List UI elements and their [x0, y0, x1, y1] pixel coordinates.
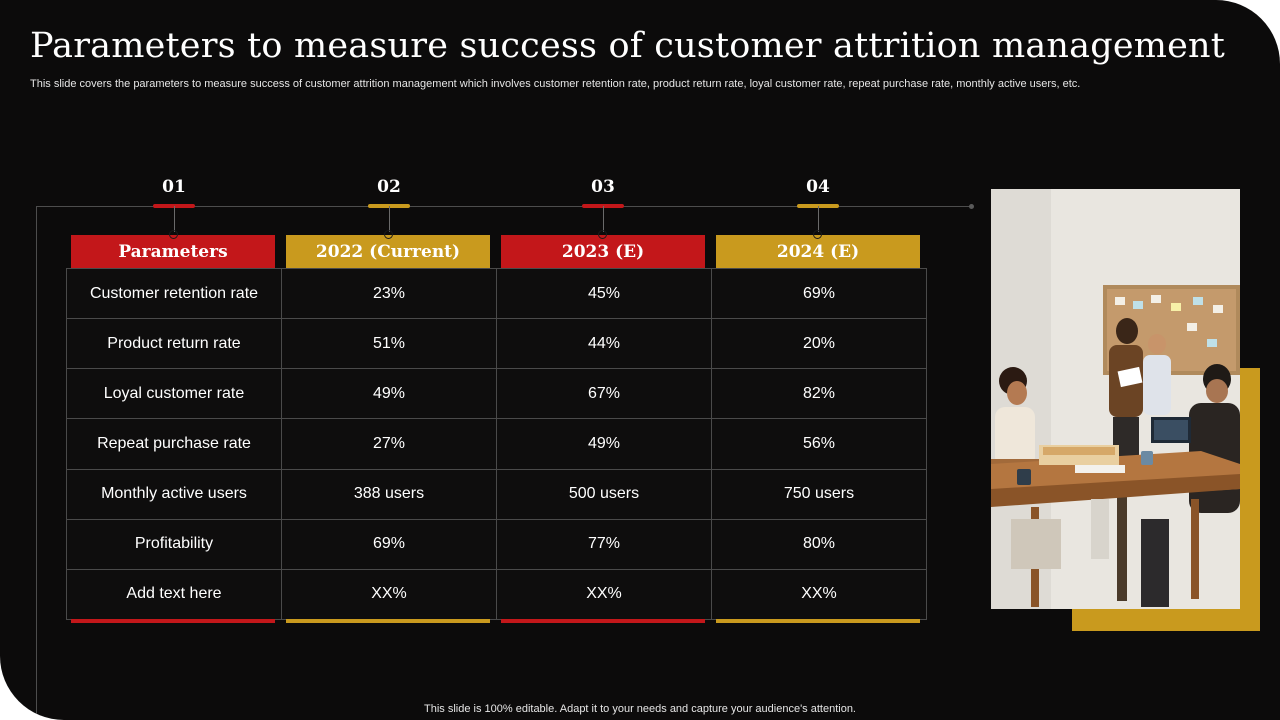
header-2024: 2024 (E) — [716, 235, 920, 268]
table-cell: Repeat purchase rate — [66, 418, 282, 470]
table-cell: 500 users — [496, 468, 712, 520]
timeline-number-4: 04 — [806, 177, 830, 197]
table-cell: 80% — [711, 518, 927, 570]
table-cell: XX% — [711, 568, 927, 621]
timeline-pin-3 — [598, 230, 607, 239]
office-meeting-photo — [991, 189, 1240, 609]
timeline-number-3: 03 — [591, 177, 615, 197]
column-bar-4 — [716, 619, 920, 623]
table-cell: 388 users — [281, 468, 497, 520]
table-cell: Loyal customer rate — [66, 368, 282, 420]
column-bar-3 — [501, 619, 705, 623]
table-cell: 45% — [496, 267, 712, 320]
footer-note: This slide is 100% editable. Adapt it to… — [424, 703, 856, 715]
table-cell: 27% — [281, 418, 497, 470]
table-cell: 67% — [496, 368, 712, 420]
timeline-end-dot — [969, 204, 974, 209]
table-cell: 56% — [711, 418, 927, 470]
table-row: Repeat purchase rate 27% 49% 56% — [66, 418, 927, 470]
table-cell: 44% — [496, 318, 712, 370]
page-title: Parameters to measure success of custome… — [30, 26, 1226, 66]
table-cell: XX% — [281, 568, 497, 621]
header-parameters: Parameters — [71, 235, 275, 268]
table-row: Add text here XX% XX% XX% — [66, 568, 927, 621]
table-cell: Monthly active users — [66, 468, 282, 520]
table-cell: Product return rate — [66, 318, 282, 370]
header-2023: 2023 (E) — [501, 235, 705, 268]
table-cell: Customer retention rate — [66, 267, 282, 320]
office-meeting-illustration — [991, 189, 1240, 609]
table-cell: 69% — [711, 267, 927, 320]
table-cell: 49% — [496, 418, 712, 470]
table-row: Monthly active users 388 users 500 users… — [66, 468, 927, 520]
table-row: Loyal customer rate 49% 67% 82% — [66, 368, 927, 420]
table-cell: 82% — [711, 368, 927, 420]
timeline-stem-2 — [388, 206, 390, 232]
table-row: Profitability 69% 77% 80% — [66, 518, 927, 570]
timeline-pin-4 — [813, 230, 822, 239]
timeline-number-1: 01 — [162, 177, 186, 197]
timeline-stem-4 — [817, 206, 819, 232]
timeline-line — [36, 206, 972, 207]
timeline-pin-1 — [169, 230, 178, 239]
header-2022: 2022 (Current) — [286, 235, 490, 268]
table-cell: Add text here — [66, 568, 282, 621]
parameters-table: Customer retention rate 23% 45% 69% Prod… — [66, 267, 927, 621]
table-cell: 20% — [711, 318, 927, 370]
table-cell: 51% — [281, 318, 497, 370]
timeline-stem-3 — [602, 206, 604, 232]
page-subtitle: This slide covers the parameters to meas… — [30, 78, 1081, 90]
column-bar-1 — [71, 619, 275, 623]
table-cell: 23% — [281, 267, 497, 320]
table-cell: 77% — [496, 518, 712, 570]
table-row: Customer retention rate 23% 45% 69% — [66, 267, 927, 320]
timeline-stem-1 — [173, 206, 175, 232]
table-cell: XX% — [496, 568, 712, 621]
column-bar-2 — [286, 619, 490, 623]
table-cell: 750 users — [711, 468, 927, 520]
table-cell: 69% — [281, 518, 497, 570]
timeline-pin-2 — [384, 230, 393, 239]
left-guide-line — [36, 206, 37, 720]
table-row: Product return rate 51% 44% 20% — [66, 318, 927, 370]
table-cell: 49% — [281, 368, 497, 420]
table-cell: Profitability — [66, 518, 282, 570]
timeline-number-2: 02 — [377, 177, 401, 197]
